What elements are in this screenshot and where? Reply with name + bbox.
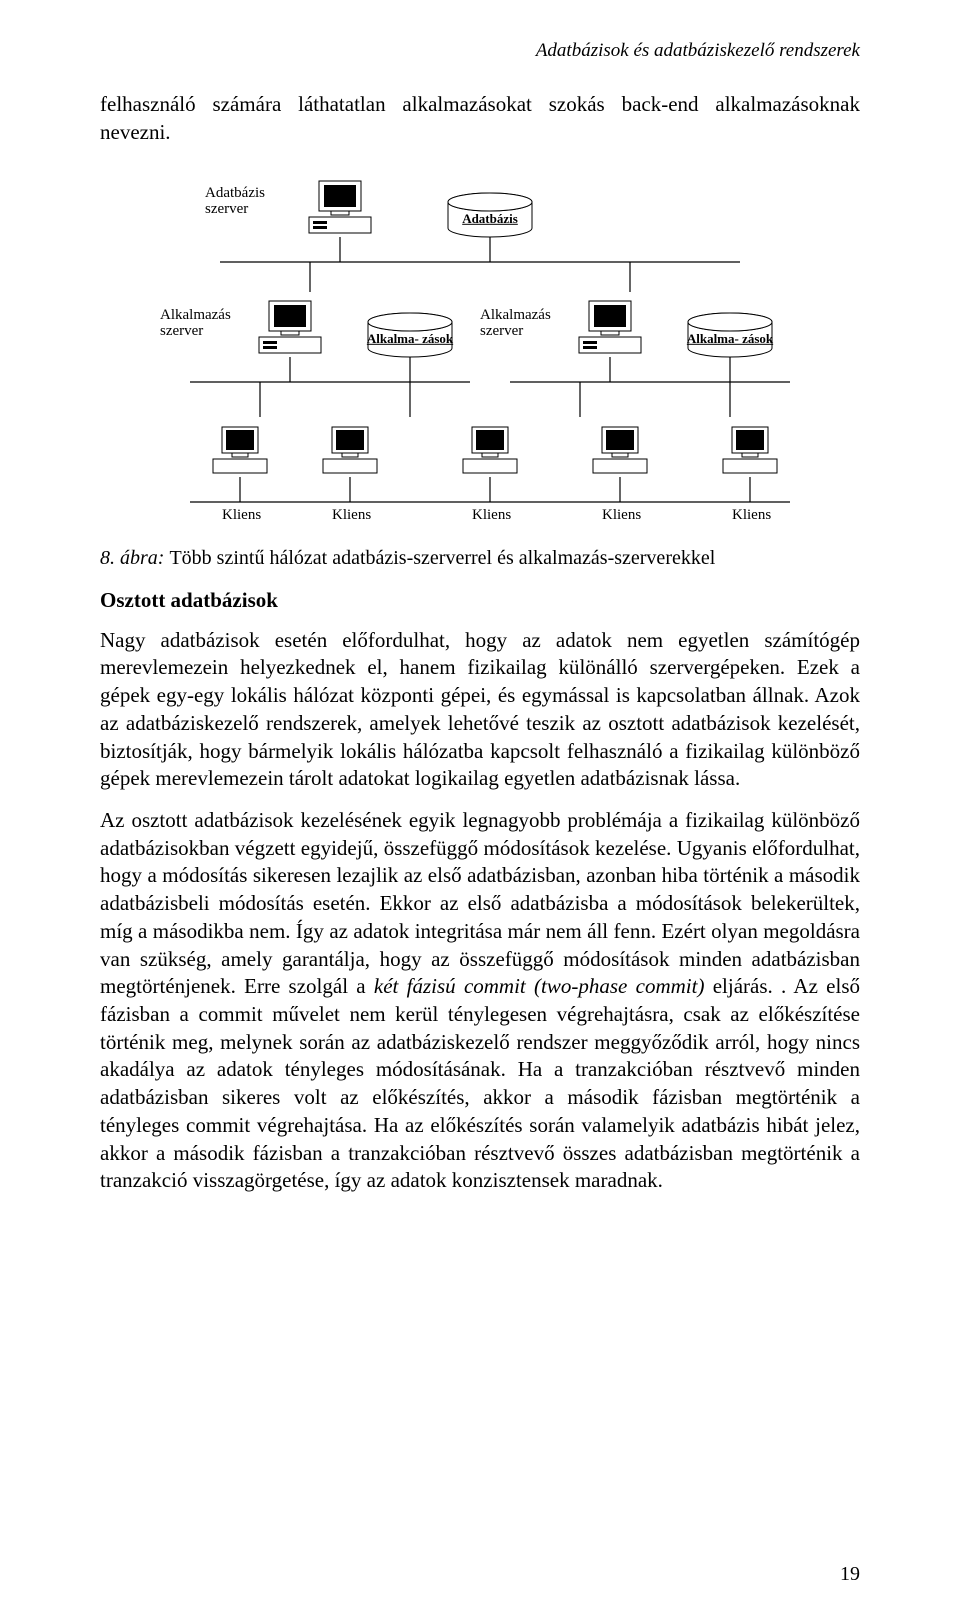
diagram-label-client-2: Kliens [332, 507, 371, 524]
diagram-label-client-1: Kliens [222, 507, 261, 524]
diagram-label-apps-2: Alkalma- zások [687, 331, 773, 347]
intro-paragraph: felhasználó számára láthatatlan alkalmaz… [100, 90, 860, 147]
diagram-label-client-5: Kliens [732, 507, 771, 524]
para2-part-b: eljárás. . Az első fázisban a commit műv… [100, 974, 860, 1192]
client-computer-icon [460, 425, 520, 485]
diagram-label-db-server: Adatbázis szerver [205, 185, 265, 218]
diagram-label-client-3: Kliens [472, 507, 511, 524]
diagram-label-client-4: Kliens [602, 507, 641, 524]
client-computer-icon [590, 425, 650, 485]
running-header: Adatbázisok és adatbáziskezelő rendszere… [100, 40, 860, 62]
figure-caption: 8. ábra: Több szintű hálózat adatbázis-s… [100, 547, 860, 570]
computer-icon [575, 299, 645, 364]
para2-part-a: Az osztott adatbázisok kezelésének egyik… [100, 808, 860, 998]
body-paragraph-2: Az osztott adatbázisok kezelésének egyik… [100, 807, 860, 1195]
computer-icon [305, 179, 375, 244]
section-heading: Osztott adatbázisok [100, 588, 860, 613]
diagram-label-app-server-1: Alkalmazás szerver [160, 307, 231, 340]
page-number: 19 [840, 1563, 860, 1586]
apps-disk-icon: Alkalma- zások [685, 312, 775, 365]
caption-text: Több szintű hálózat adatbázis-szerverrel… [169, 547, 715, 569]
client-computer-icon [210, 425, 270, 485]
database-disk-icon: Adatbázis [445, 192, 535, 245]
caption-prefix: 8. ábra: [100, 547, 169, 569]
computer-icon [255, 299, 325, 364]
diagram-label-db: Adatbázis [462, 211, 518, 227]
architecture-diagram: Adatbázis szerver Adatbázis Alkalmazás s… [110, 167, 850, 527]
diagram-label-app-server-2: Alkalmazás szerver [480, 307, 551, 340]
diagram-label-apps-1: Alkalma- zások [367, 331, 453, 347]
body-paragraph-1: Nagy adatbázisok esetén előfordulhat, ho… [100, 627, 860, 793]
apps-disk-icon: Alkalma- zások [365, 312, 455, 365]
client-computer-icon [320, 425, 380, 485]
client-computer-icon [720, 425, 780, 485]
para2-italic: két fázisú commit (two-phase commit) [374, 974, 705, 998]
